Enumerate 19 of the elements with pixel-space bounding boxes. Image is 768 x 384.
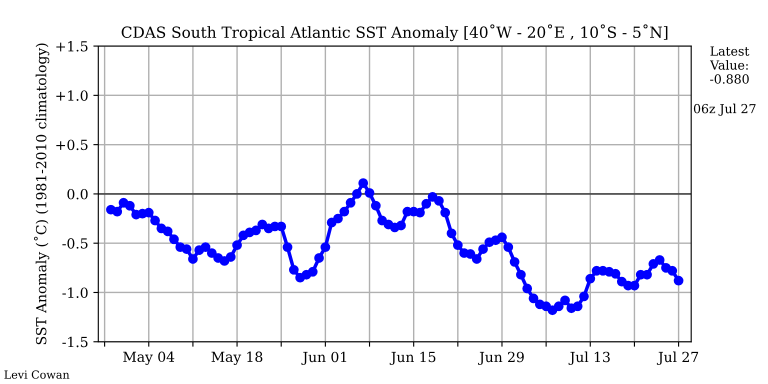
y-axis-title: SST Anomaly (˚C) (1981-2010 climatology) <box>34 44 50 344</box>
y-tick-label: +1.0 <box>56 90 88 101</box>
x-tick-label: Jun 29 <box>478 352 524 365</box>
x-tick-label: May 18 <box>212 352 262 365</box>
text: Latest Value: -0.880 <box>710 46 750 84</box>
x-tick-label: Jun 01 <box>301 352 346 365</box>
y-tick-label: +1.5 <box>56 41 88 52</box>
chart-title: CDAS South Tropical Atlantic SST Anomaly [40˚W - 20˚E , 10˚S - 5˚N] <box>122 24 668 42</box>
text: Levi Cowan <box>4 370 70 379</box>
x-tick-label: Jun 15 <box>390 352 436 365</box>
x-tick-label: May 04 <box>123 352 174 365</box>
y-tick-label: -0.5 <box>62 238 88 249</box>
text: 06z Jul 27 <box>694 104 756 116</box>
y-tick-label: 0.0 <box>67 188 88 200</box>
y-tick-label: -1.0 <box>62 287 88 298</box>
y-tick-label: -1.5 <box>62 336 88 348</box>
x-tick-label: Jul 13 <box>568 351 610 365</box>
x-tick-label: Jul 27 <box>656 351 698 365</box>
y-tick-label: +0.5 <box>56 140 88 150</box>
